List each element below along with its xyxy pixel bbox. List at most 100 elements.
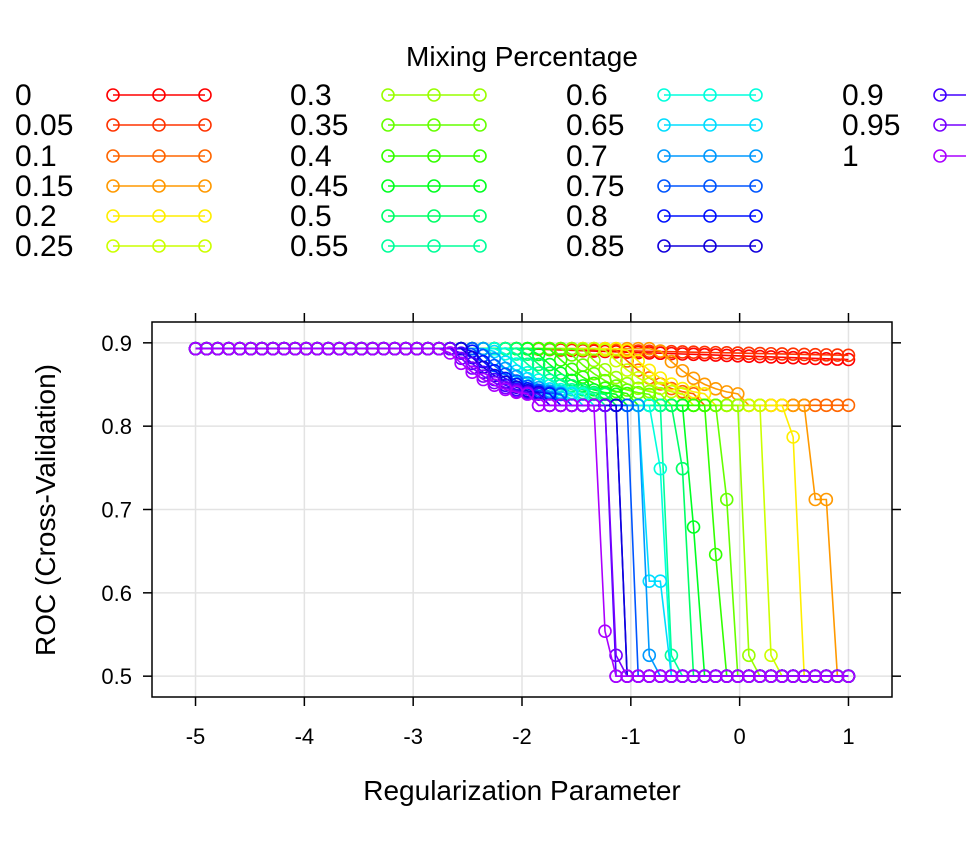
legend-label: 0.1 bbox=[15, 140, 57, 173]
data-point bbox=[631, 669, 646, 683]
data-point bbox=[797, 347, 812, 362]
data-point bbox=[609, 669, 623, 683]
legend-entry: 0.15 bbox=[15, 170, 212, 203]
data-point bbox=[664, 398, 679, 413]
data-point bbox=[775, 347, 789, 361]
axes: -5 -4 -3 -2 -1 0 1 0.5 0.6 0.7 0.8 0.9 bbox=[101, 313, 901, 749]
data-point bbox=[764, 398, 778, 413]
data-point bbox=[520, 347, 535, 362]
data-point bbox=[742, 648, 756, 663]
data-point bbox=[255, 341, 269, 356]
data-point bbox=[598, 624, 612, 638]
data-point bbox=[221, 341, 236, 356]
y-tick-label: 0.7 bbox=[101, 498, 132, 523]
data-point bbox=[686, 398, 701, 413]
legend-marker bbox=[427, 118, 441, 132]
data-point bbox=[653, 344, 668, 358]
legend-label: 0.6 bbox=[566, 79, 608, 112]
data-point bbox=[476, 372, 491, 387]
x-axis-label: Regularization Parameter bbox=[363, 775, 681, 806]
data-point bbox=[520, 357, 535, 372]
legend-marker bbox=[657, 88, 671, 102]
legend-label: 0.45 bbox=[290, 170, 348, 203]
series-1 bbox=[188, 341, 856, 683]
legend-marker bbox=[703, 179, 717, 193]
legend-marker bbox=[381, 118, 395, 132]
legend-marker bbox=[703, 239, 717, 253]
legend-marker bbox=[703, 118, 717, 132]
legend-marker bbox=[657, 149, 671, 163]
legend-entry: 0.4 bbox=[290, 140, 487, 173]
legend-entry: 0.25 bbox=[15, 230, 212, 263]
data-point bbox=[841, 669, 856, 683]
data-point bbox=[631, 354, 646, 368]
data-point bbox=[742, 346, 756, 361]
y-tick-label: 0.8 bbox=[101, 414, 132, 439]
legend-entry: 0 bbox=[15, 79, 212, 112]
legend-label: 0.65 bbox=[566, 109, 624, 142]
legend-entry: 0.55 bbox=[290, 230, 487, 263]
data-point bbox=[598, 343, 612, 357]
data-point bbox=[753, 669, 767, 683]
legend: Mixing Percentage 00.050.10.150.20.25 0.3… bbox=[15, 41, 966, 263]
legend-marker bbox=[381, 239, 395, 253]
legend-marker bbox=[106, 118, 120, 132]
legend-marker bbox=[657, 179, 671, 193]
legend-marker bbox=[152, 118, 166, 132]
data-point bbox=[299, 341, 313, 356]
legend-label: 0.5 bbox=[290, 200, 332, 233]
data-point bbox=[465, 365, 479, 379]
legend-marker bbox=[657, 209, 671, 223]
data-point bbox=[199, 341, 214, 356]
legend-marker bbox=[657, 239, 671, 253]
data-point bbox=[332, 341, 347, 356]
legend-label: 0.75 bbox=[566, 170, 624, 203]
y-tick-label: 0.9 bbox=[101, 331, 132, 356]
data-point bbox=[808, 669, 823, 683]
legend-marker bbox=[198, 118, 212, 132]
data-point bbox=[664, 354, 679, 369]
legend-entry: 0.35 bbox=[290, 109, 487, 142]
data-point bbox=[531, 387, 546, 401]
data-point bbox=[753, 398, 767, 413]
legend-marker bbox=[152, 149, 166, 163]
data-point bbox=[642, 363, 657, 378]
legend-label: 0.4 bbox=[290, 140, 332, 173]
data-point bbox=[731, 669, 745, 683]
data-point bbox=[410, 341, 424, 356]
legend-marker bbox=[106, 239, 120, 253]
data-point bbox=[210, 341, 225, 356]
legend-marker bbox=[106, 209, 120, 223]
data-point bbox=[587, 387, 601, 402]
legend-marker bbox=[473, 118, 487, 132]
data-point bbox=[509, 347, 524, 361]
data-point bbox=[686, 520, 701, 534]
legend-marker bbox=[427, 88, 441, 102]
legend-entry: 0.9 bbox=[842, 79, 966, 112]
data-point bbox=[398, 341, 413, 356]
data-point bbox=[365, 341, 380, 356]
data-point bbox=[653, 461, 668, 476]
data-point bbox=[531, 357, 546, 372]
data-point bbox=[609, 648, 623, 663]
data-point bbox=[675, 363, 690, 378]
data-point bbox=[631, 398, 646, 413]
data-point bbox=[565, 398, 579, 413]
legend-entry: 0.6 bbox=[566, 79, 763, 112]
legend-entry: 0.05 bbox=[15, 109, 212, 142]
data-point bbox=[520, 387, 535, 401]
legend-marker bbox=[427, 149, 441, 163]
data-point bbox=[664, 669, 679, 683]
y-tick-label: 0.5 bbox=[101, 664, 132, 689]
data-point bbox=[587, 353, 601, 368]
data-point bbox=[277, 341, 291, 356]
legend-entry: 0.3 bbox=[290, 79, 487, 112]
data-point bbox=[786, 669, 800, 683]
data-point bbox=[808, 492, 823, 507]
data-point bbox=[542, 357, 557, 372]
data-point bbox=[631, 370, 646, 385]
legend-label: 0.05 bbox=[15, 109, 73, 142]
legend-marker bbox=[749, 239, 763, 253]
